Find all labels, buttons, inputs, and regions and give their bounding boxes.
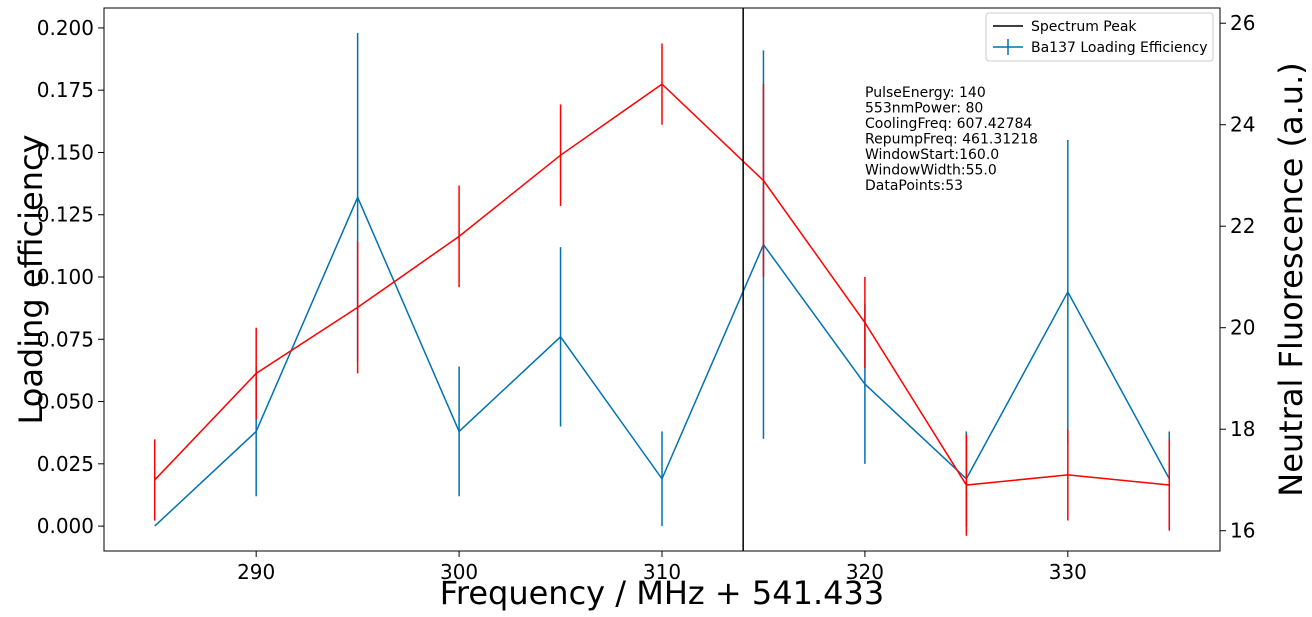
- x-tick-label-1: 300: [440, 560, 478, 584]
- plot-frame: [103, 7, 1221, 552]
- y-left-tick-label-7: 0.175: [37, 78, 94, 102]
- y-axis-left-title: Loading efficiency: [12, 134, 50, 424]
- x-tick-label-2: 310: [643, 560, 681, 584]
- annotation-line-3: RepumpFreq: 461.31218: [865, 132, 1038, 148]
- legend-spectrum-peak-label: Spectrum Peak: [1031, 19, 1137, 35]
- y-right-tick-label-3: 22: [1230, 214, 1255, 238]
- y-left-tick-label-8: 0.200: [37, 16, 94, 40]
- plot-area: [153, 8, 1171, 551]
- y-left-tick-label-2: 0.050: [37, 390, 94, 414]
- annotation-line-5: WindowWidth:55.0: [865, 163, 997, 179]
- y-right-tick-label-0: 16: [1230, 519, 1255, 543]
- x-tick-label-4: 330: [1049, 560, 1087, 584]
- x-axis-title: Frequency / MHz + 541.433: [440, 574, 884, 612]
- y-left-tick-label-0: 0.000: [37, 514, 94, 538]
- annotation-line-6: DataPoints:53: [865, 178, 963, 194]
- annotation-line-4: WindowStart:160.0: [865, 147, 999, 163]
- y-left-tick-label-4: 0.100: [37, 265, 94, 289]
- y-left-tick-label-5: 0.125: [37, 203, 94, 227]
- y-right-tick-label-5: 26: [1230, 11, 1255, 35]
- legend-loading-efficiency-label: Ba137 Loading Efficiency: [1031, 40, 1207, 56]
- y-left-tick-label-6: 0.150: [37, 140, 94, 164]
- annotation-line-1: 553nmPower: 80: [865, 101, 983, 117]
- y-right-tick-label-2: 20: [1230, 316, 1255, 340]
- annotation-line-2: CoolingFreq: 607.42784: [865, 116, 1032, 132]
- axes-ticks: 290 300 310 320 330 0.000 0.025 0.050 0.075 0.100…: [37, 11, 1256, 584]
- y-right-tick-label-4: 24: [1230, 113, 1255, 137]
- y-axis-right-title: Neutral Fluorescence (a.u.): [1272, 62, 1310, 496]
- y-left-tick-label-3: 0.075: [37, 327, 94, 351]
- legend-box: [985, 12, 1214, 62]
- y-right-tick-label-1: 18: [1230, 417, 1255, 441]
- x-tick-label-0: 290: [237, 560, 275, 584]
- legend: Spectrum Peak Ba137 Loading Efficiency: [985, 12, 1214, 62]
- x-tick-label-3: 320: [846, 560, 884, 584]
- y-left-tick-label-1: 0.025: [37, 452, 94, 476]
- annotation-line-0: PulseEnergy: 140: [865, 85, 986, 101]
